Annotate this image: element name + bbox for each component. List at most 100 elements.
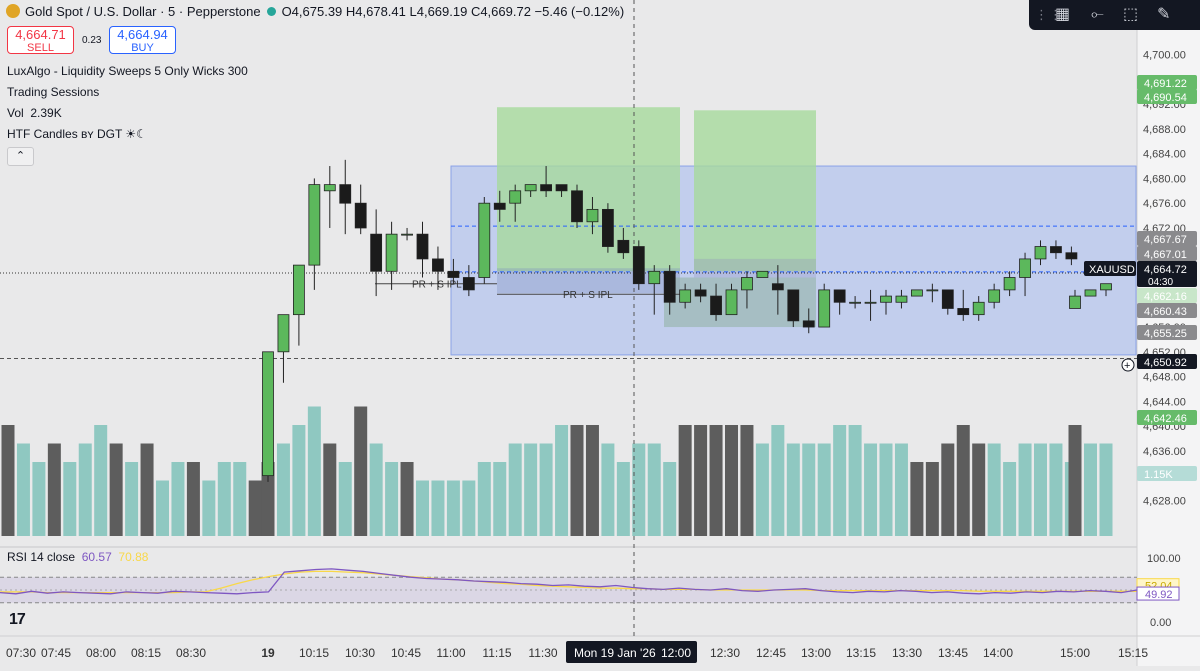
session-box-green-2[interactable]: [694, 110, 816, 272]
grip-icon[interactable]: ⋮⋮: [1035, 7, 1063, 22]
candle[interactable]: [1100, 283, 1112, 291]
candle[interactable]: [586, 208, 599, 223]
candle[interactable]: [540, 184, 552, 192]
candle[interactable]: [1050, 246, 1062, 254]
candle[interactable]: [725, 289, 738, 316]
volume-bar: [802, 443, 816, 536]
candle[interactable]: [648, 270, 661, 285]
candle[interactable]: [864, 301, 877, 304]
candle[interactable]: [818, 289, 831, 328]
candle[interactable]: [385, 233, 398, 272]
candle[interactable]: [339, 184, 352, 204]
chevron-up-icon[interactable]: ⌃: [7, 147, 34, 166]
candle[interactable]: [401, 233, 413, 236]
candle[interactable]: [741, 277, 753, 291]
candle[interactable]: [1084, 289, 1097, 297]
candle[interactable]: [370, 233, 383, 272]
indicator-luxalgo[interactable]: LuxAlgo - Liquidity Sweeps 5 Only Wicks …: [7, 64, 248, 78]
candle[interactable]: [509, 190, 522, 204]
candle[interactable]: [988, 289, 1001, 303]
tradingview-logo[interactable]: 17: [9, 611, 26, 628]
indicator-volume[interactable]: Vol 2.39K: [7, 105, 62, 121]
candle[interactable]: [462, 277, 475, 291]
volume-bar: [1049, 443, 1063, 536]
candle[interactable]: [679, 289, 692, 303]
rectangle-icon[interactable]: ⬚: [1123, 6, 1139, 23]
candle[interactable]: [972, 301, 985, 316]
candle[interactable]: [493, 202, 506, 210]
indicator-trading-sessions[interactable]: Trading Sessions: [7, 85, 100, 99]
candle[interactable]: [756, 270, 769, 278]
time-tick-label: 08:00: [86, 646, 116, 660]
time-tick-label: 13:15: [846, 646, 876, 660]
sell-button[interactable]: 4,664.71 SELL: [7, 26, 74, 54]
line-icon[interactable]: ⟜: [1091, 6, 1104, 23]
candle[interactable]: [447, 270, 460, 278]
candle[interactable]: [292, 264, 305, 316]
volume-bar: [369, 443, 383, 536]
candle[interactable]: [432, 258, 444, 272]
candle[interactable]: [524, 184, 537, 192]
candle[interactable]: [323, 184, 336, 192]
candle[interactable]: [710, 295, 722, 316]
volume-bar: [632, 443, 646, 536]
chart-header: Gold Spot / U.S. Dollar · 5 · Pepperston…: [6, 4, 624, 20]
candle[interactable]: [632, 246, 645, 285]
candle[interactable]: [1065, 252, 1078, 260]
symbol-tag: XAUUSD: [1089, 264, 1135, 276]
candle[interactable]: [941, 289, 954, 309]
candle[interactable]: [771, 283, 784, 291]
candle[interactable]: [308, 184, 321, 266]
candle[interactable]: [787, 289, 800, 322]
candle[interactable]: [416, 233, 429, 260]
price-label: 4,664.72: [1144, 264, 1187, 276]
candle[interactable]: [262, 351, 274, 477]
candle[interactable]: [1069, 295, 1081, 309]
candle[interactable]: [880, 295, 892, 303]
candle[interactable]: [1003, 277, 1016, 291]
candle[interactable]: [478, 202, 491, 278]
indicator-htf-candles[interactable]: HTF Candles ʙʏ DGT ☀︎☾: [7, 127, 147, 141]
volume-bar: [261, 462, 275, 536]
candle[interactable]: [617, 239, 630, 254]
price-label: 4,655.25: [1144, 328, 1187, 340]
price-label-box: [1137, 303, 1197, 318]
time-tick-label: 08:30: [176, 646, 206, 660]
rsi-legend[interactable]: RSI 14 close 60.57 70.88: [7, 549, 148, 565]
candle[interactable]: [277, 314, 290, 353]
liquidity-zone-3: [694, 258, 816, 278]
price-tick-label: 4,700.00: [1143, 50, 1186, 62]
sweep-label-2: PR + S IPL: [563, 290, 613, 301]
candle[interactable]: [354, 202, 367, 229]
candle[interactable]: [694, 289, 707, 297]
time-tick-label: 10:45: [391, 646, 421, 660]
price-label: 4,667.01: [1144, 249, 1187, 261]
symbol-title[interactable]: Gold Spot / U.S. Dollar · 5 · Pepperston…: [25, 4, 261, 19]
grid-icon[interactable]: ▦: [1055, 6, 1071, 23]
brush-icon[interactable]: ✎: [1157, 6, 1171, 23]
buy-price: 4,664.94: [117, 27, 168, 42]
candle[interactable]: [555, 184, 568, 192]
volume-bar: [987, 443, 1001, 536]
candle[interactable]: [926, 289, 939, 292]
session-box-green-1[interactable]: [497, 107, 680, 272]
volume-bar: [323, 443, 337, 536]
candle[interactable]: [957, 308, 970, 316]
candle[interactable]: [571, 190, 583, 223]
buy-button[interactable]: 4,664.94 BUY: [109, 26, 176, 54]
candle[interactable]: [911, 289, 923, 297]
volume-bar: [292, 425, 306, 536]
candle[interactable]: [602, 208, 614, 247]
volume-bar: [493, 462, 507, 536]
candle[interactable]: [802, 320, 815, 328]
plus-icon[interactable]: [1121, 358, 1135, 372]
candle[interactable]: [1019, 258, 1031, 278]
candle[interactable]: [1034, 246, 1047, 260]
candle[interactable]: [895, 295, 908, 303]
candle[interactable]: [849, 301, 861, 304]
candle[interactable]: [663, 270, 676, 303]
candle[interactable]: [833, 289, 846, 303]
time-tick-label: 13:45: [938, 646, 968, 660]
